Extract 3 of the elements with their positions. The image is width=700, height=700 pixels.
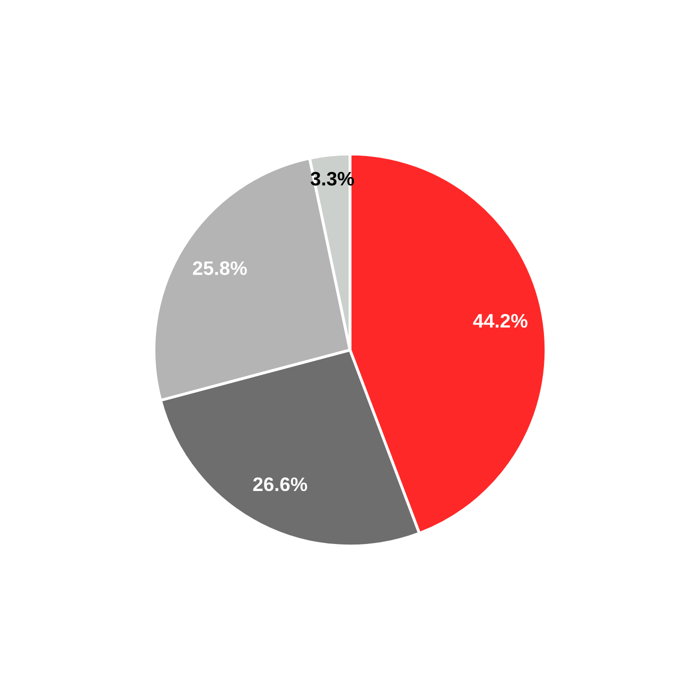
data-label: 26.6% (253, 477, 308, 492)
data-label: 44.2% (473, 314, 528, 328)
data-label: 25.8% (192, 261, 247, 276)
